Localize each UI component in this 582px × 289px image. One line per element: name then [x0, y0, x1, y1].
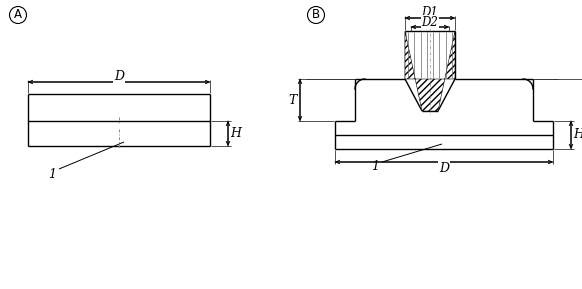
- Text: H: H: [230, 127, 242, 140]
- Text: D1: D1: [421, 5, 438, 18]
- Text: D2: D2: [421, 16, 438, 29]
- Text: B: B: [312, 8, 320, 21]
- Text: D: D: [439, 162, 449, 175]
- Text: T: T: [289, 94, 297, 107]
- Text: 1: 1: [48, 168, 56, 181]
- Text: H: H: [574, 129, 582, 142]
- Polygon shape: [405, 31, 455, 111]
- Text: A: A: [14, 8, 22, 21]
- Text: D: D: [114, 69, 124, 82]
- Text: 1: 1: [371, 160, 379, 173]
